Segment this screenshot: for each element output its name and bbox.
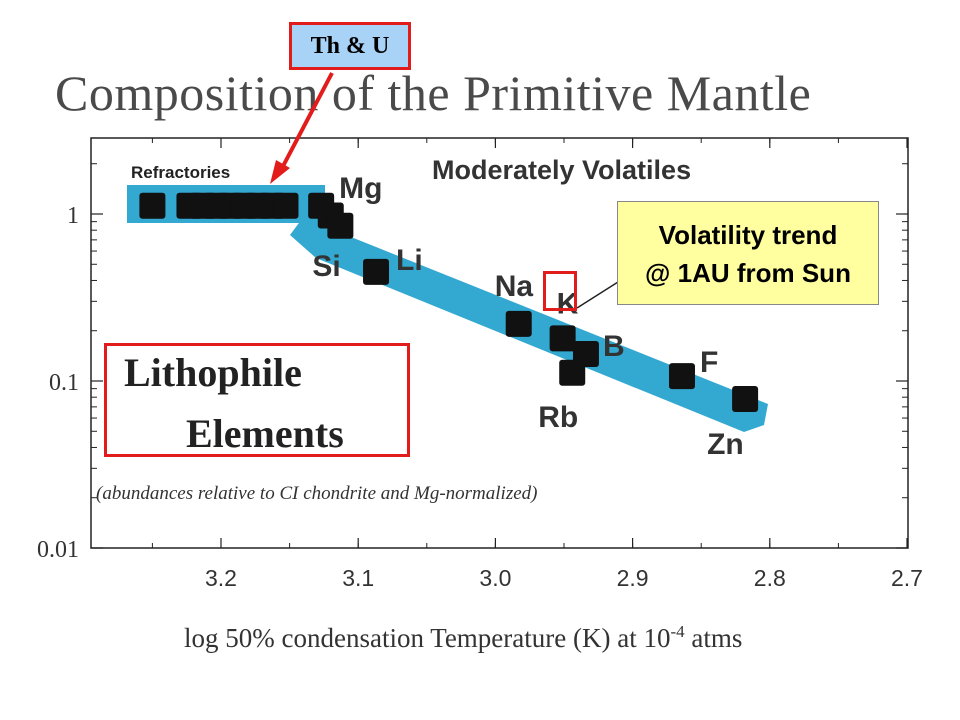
point-refractory	[272, 192, 299, 219]
point-refractory	[139, 192, 166, 219]
callout-volatility-line-2: @ 1AU from Sun	[645, 258, 851, 288]
x-tick-label: 2.9	[617, 565, 649, 591]
x-tick-label: 3.0	[479, 565, 511, 591]
label-rb: Rb	[538, 401, 578, 434]
label-li: Li	[396, 244, 423, 277]
point-si	[327, 212, 354, 239]
axis-ticks	[91, 138, 908, 549]
label-f: F	[700, 346, 718, 379]
label-mg: Mg	[339, 172, 382, 205]
label-k: K	[557, 287, 579, 320]
x-axis-label-suffix: atms	[684, 623, 743, 653]
callout-volatility-trend: Volatility trend @ 1AU from Sun	[617, 201, 879, 305]
thu-arrowhead	[270, 160, 290, 184]
abundance-note: (abundances relative to CI chondrite and…	[96, 483, 538, 504]
element-labels: Mg Si Li Na KB Rb F Zn	[312, 172, 743, 461]
x-tick-label: 3.1	[342, 565, 374, 591]
chart-frame	[90, 137, 909, 549]
data-points	[139, 192, 759, 413]
x-tick-label: 3.2	[205, 565, 237, 591]
point-rb	[559, 359, 586, 386]
y-tick-label: 0.01	[37, 537, 79, 563]
lithophile-label-line-1: Lithophile	[124, 350, 302, 395]
point-na	[505, 310, 532, 337]
label-zn: Zn	[707, 428, 744, 461]
region-label-moderately-volatiles: Moderately Volatiles	[432, 155, 691, 185]
x-tick-label: 2.7	[891, 565, 923, 591]
y-tick-label: 1	[67, 203, 79, 229]
point-li	[363, 258, 390, 285]
label-b: B	[603, 330, 625, 363]
plot-frame	[90, 137, 909, 549]
lithophile-box	[104, 343, 410, 457]
tick-labels: 3.2 3.1 3.0 2.9 2.8 2.7 1 0.1 0.01	[37, 203, 923, 591]
x-axis-label: log 50% condensation Temperature (K) at …	[184, 622, 742, 654]
label-si: Si	[312, 250, 340, 283]
slide-title: Composition of the Primitive Mantle	[55, 65, 812, 121]
callout-volatility-line-1: Volatility trend	[658, 220, 838, 250]
x-tick-label: 2.8	[754, 565, 786, 591]
x-axis-label-exponent: -4	[670, 622, 685, 641]
thu-arrow-line	[279, 72, 334, 171]
label-na: Na	[495, 270, 534, 303]
y-tick-label: 0.1	[49, 370, 79, 396]
point-k	[549, 325, 576, 352]
k-highlight-box	[543, 271, 577, 311]
point-zn	[732, 386, 759, 413]
callout-th-u: Th & U	[289, 22, 411, 70]
volatility-connector	[576, 281, 619, 309]
lithophile-label-line-2: Elements	[186, 411, 344, 456]
region-label-refractories: Refractories	[131, 163, 230, 182]
point-f	[668, 363, 695, 390]
x-axis-label-main: log 50% condensation Temperature (K) at …	[184, 623, 671, 653]
